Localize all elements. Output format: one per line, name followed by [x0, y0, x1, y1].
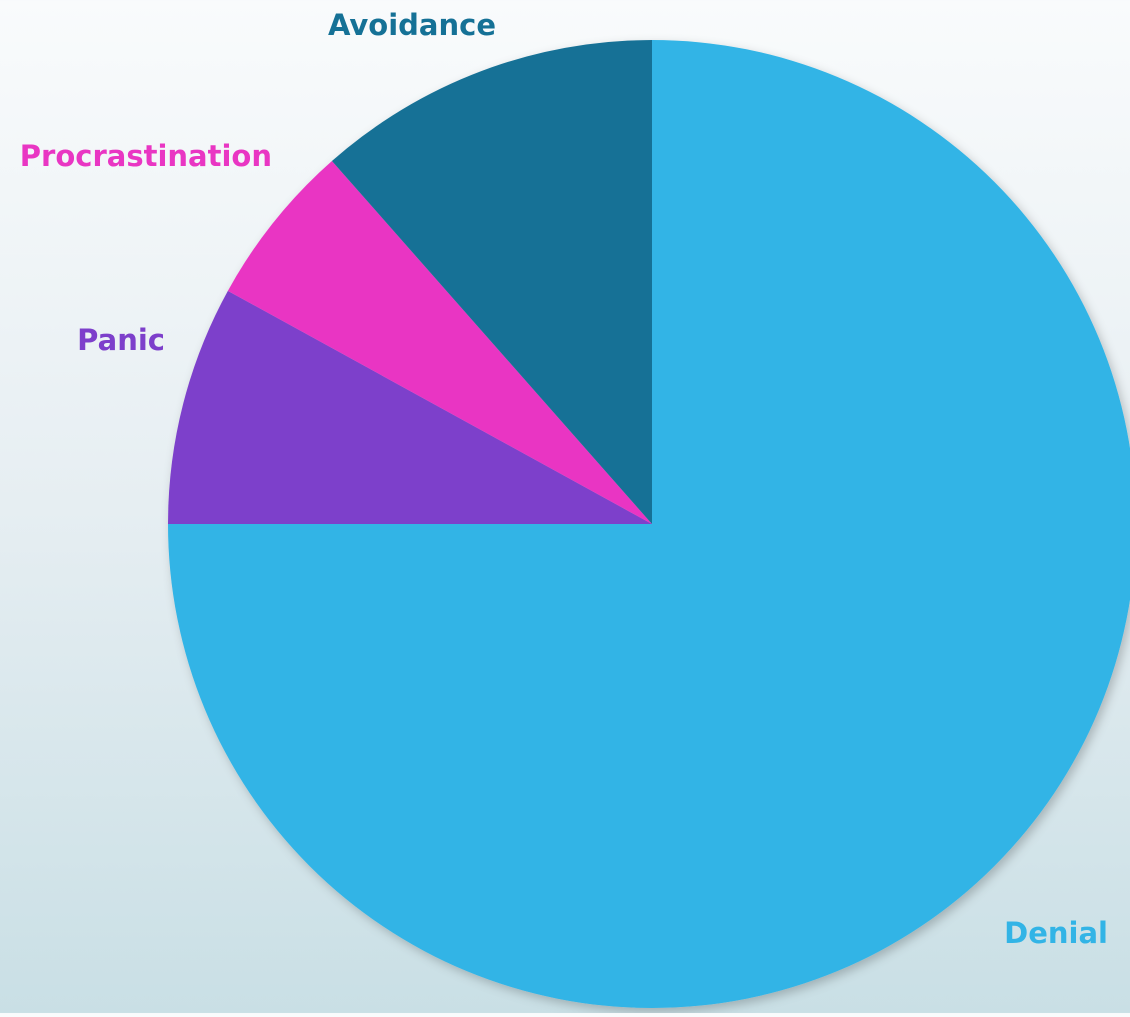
pie-label-avoidance: Avoidance [328, 8, 496, 42]
pie-slice-denial [168, 40, 1130, 1008]
pie-slice-panic [168, 290, 652, 524]
pie-slices [168, 40, 1130, 1008]
pie-labels: Denial Panic Procrastination Avoidance [20, 8, 1108, 950]
pie-label-denial: Denial [1004, 916, 1108, 950]
pie-slice-procrastination [227, 160, 652, 524]
pie-slice-avoidance [331, 40, 652, 524]
pie-label-procrastination: Procrastination [20, 139, 272, 173]
pie-label-panic: Panic [77, 323, 165, 357]
